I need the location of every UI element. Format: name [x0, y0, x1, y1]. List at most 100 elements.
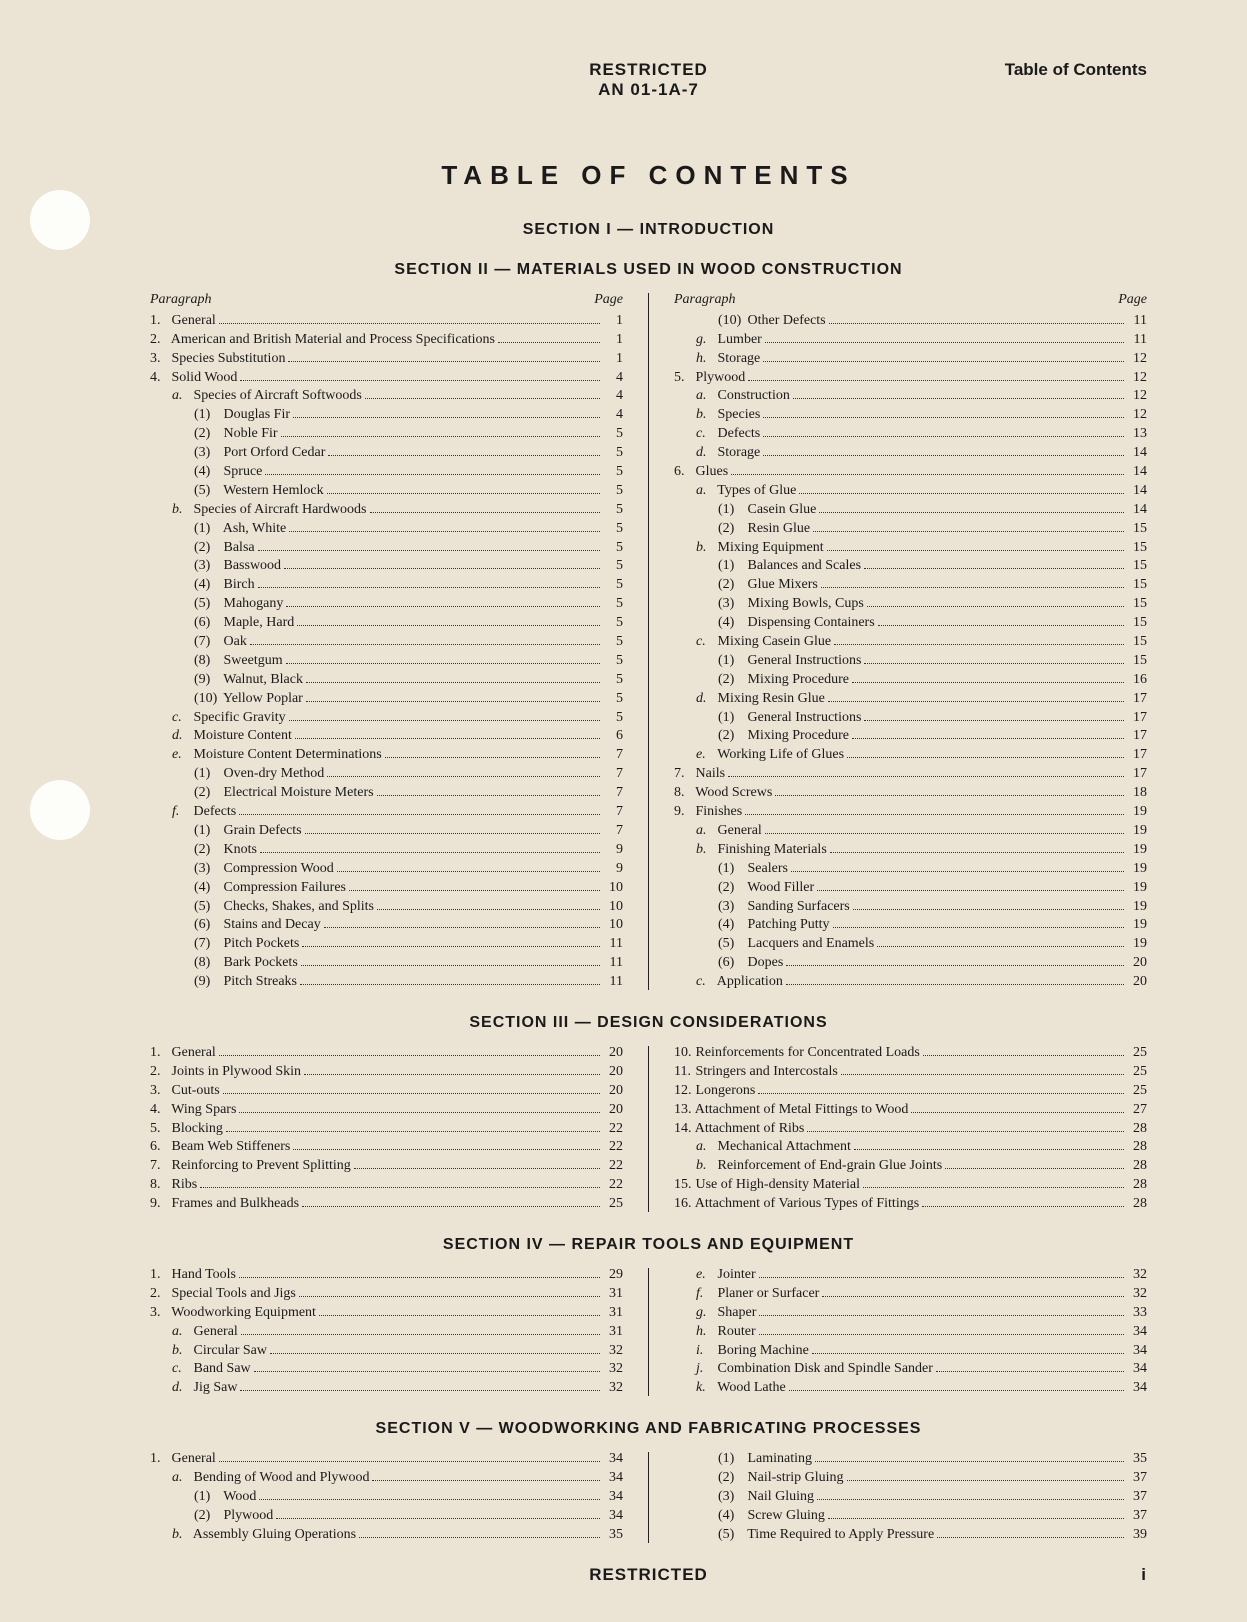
left-column: 1. General34a. Bending of Wood and Plywo… — [150, 1450, 623, 1544]
leader-dots — [945, 1168, 1124, 1169]
entry-page: 4 — [603, 369, 623, 388]
entry-page: 25 — [1127, 1082, 1147, 1101]
entry-label: (1) Ash, White — [194, 520, 286, 539]
entry-page: 15 — [1127, 557, 1147, 576]
entry-page: 34 — [603, 1450, 623, 1469]
leader-dots — [828, 701, 1124, 702]
entry-label: 1. Hand Tools — [150, 1266, 236, 1285]
leader-dots — [847, 1480, 1124, 1481]
leader-dots — [305, 833, 600, 834]
entry-page: 34 — [1127, 1360, 1147, 1379]
entry-label: (7) Pitch Pockets — [194, 935, 299, 954]
entry-label: (5) Western Hemlock — [194, 482, 324, 501]
entry-page: 5 — [603, 671, 623, 690]
entry-page: 13 — [1127, 425, 1147, 444]
toc-entry: h. Router34 — [674, 1323, 1147, 1342]
section-columns: 1. Hand Tools292. Special Tools and Jigs… — [150, 1266, 1147, 1398]
leader-dots — [817, 890, 1124, 891]
toc-entry: (6) Maple, Hard5 — [150, 614, 623, 633]
entry-label: (2) Plywood — [194, 1507, 273, 1526]
entry-page: 32 — [1127, 1266, 1147, 1285]
toc-entry: 2. Joints in Plywood Skin20 — [150, 1063, 623, 1082]
entry-page: 15 — [1127, 614, 1147, 633]
leader-dots — [864, 568, 1124, 569]
toc-entry: (3) Port Orford Cedar5 — [150, 444, 623, 463]
leader-dots — [306, 682, 600, 683]
leader-dots — [911, 1112, 1124, 1113]
entry-label: (5) Mahogany — [194, 595, 283, 614]
entry-label: (9) Pitch Streaks — [194, 973, 297, 992]
toc-entry: 11. Stringers and Intercostals25 — [674, 1063, 1147, 1082]
leader-dots — [864, 663, 1124, 664]
leader-dots — [821, 587, 1124, 588]
toc-entry: b. Assembly Gluing Operations35 — [150, 1526, 623, 1545]
entry-label: b. Circular Saw — [172, 1342, 267, 1361]
entry-page: 1 — [603, 331, 623, 350]
leader-dots — [791, 871, 1124, 872]
toc-entry: 10. Reinforcements for Concentrated Load… — [674, 1044, 1147, 1063]
toc-entry: 7. Nails17 — [674, 765, 1147, 784]
toc-entry: (10) Other Defects11 — [674, 312, 1147, 331]
entry-label: (1) Laminating — [718, 1450, 812, 1469]
entry-page: 22 — [603, 1138, 623, 1157]
toc-entry: a. General19 — [674, 822, 1147, 841]
entry-page: 12 — [1127, 369, 1147, 388]
toc-entry: d. Storage14 — [674, 444, 1147, 463]
leader-dots — [219, 1461, 600, 1462]
entry-page: 32 — [603, 1360, 623, 1379]
entry-label: 1. General — [150, 1044, 216, 1063]
entry-label: h. Router — [696, 1323, 756, 1342]
leader-dots — [923, 1055, 1124, 1056]
entry-label: 14. Attachment of Ribs — [674, 1120, 804, 1139]
leader-dots — [765, 342, 1124, 343]
entry-page: 28 — [1127, 1120, 1147, 1139]
toc-entry: (1) General Instructions15 — [674, 652, 1147, 671]
entry-label: a. Construction — [696, 387, 790, 406]
entry-page: 35 — [1127, 1450, 1147, 1469]
punch-hole — [30, 780, 90, 840]
section-columns: ParagraphPage1. General12. American and … — [150, 291, 1147, 992]
entry-label: (10) Yellow Poplar — [194, 690, 303, 709]
leader-dots — [827, 550, 1124, 551]
entry-label: 3. Woodworking Equipment — [150, 1304, 316, 1323]
leader-dots — [304, 1074, 600, 1075]
entry-page: 15 — [1127, 539, 1147, 558]
entry-label: 6. Glues — [674, 463, 728, 482]
entry-label: 2. American and British Material and Pro… — [150, 331, 495, 350]
leader-dots — [219, 1055, 600, 1056]
entry-label: a. Bending of Wood and Plywood — [172, 1469, 369, 1488]
entry-label: (2) Resin Glue — [718, 520, 810, 539]
entry-label: (2) Mixing Procedure — [718, 727, 849, 746]
section-title: SECTION III — DESIGN CONSIDERATIONS — [150, 1014, 1147, 1032]
leader-dots — [302, 946, 600, 947]
toc-entry: c. Band Saw32 — [150, 1360, 623, 1379]
page-header: RESTRICTED AN 01-1A-7 Table of Contents — [150, 60, 1147, 100]
entry-page: 12 — [1127, 350, 1147, 369]
leader-dots — [498, 342, 600, 343]
entry-label: (3) Nail Gluing — [718, 1488, 814, 1507]
toc-entry: (2) Resin Glue15 — [674, 520, 1147, 539]
entry-page: 17 — [1127, 765, 1147, 784]
entry-label: (1) Grain Defects — [194, 822, 302, 841]
toc-entry: (4) Dispensing Containers15 — [674, 614, 1147, 633]
toc-entry: a. Bending of Wood and Plywood34 — [150, 1469, 623, 1488]
restricted-footer: RESTRICTED — [589, 1565, 708, 1584]
toc-entry: 16. Attachment of Various Types of Fitti… — [674, 1195, 1147, 1214]
entry-label: b. Reinforcement of End-grain Glue Joint… — [696, 1157, 942, 1176]
entry-page: 14 — [1127, 444, 1147, 463]
right-column: ParagraphPage(10) Other Defects11g. Lumb… — [674, 291, 1147, 992]
entry-page: 10 — [603, 916, 623, 935]
toc-entry: 6. Glues14 — [674, 463, 1147, 482]
toc-entry: (8) Bark Pockets11 — [150, 954, 623, 973]
entry-label: 9. Frames and Bulkheads — [150, 1195, 299, 1214]
leader-dots — [759, 1277, 1124, 1278]
section-columns: 1. General34a. Bending of Wood and Plywo… — [150, 1450, 1147, 1544]
toc-entry: 13. Attachment of Metal Fittings to Wood… — [674, 1101, 1147, 1120]
entry-page: 27 — [1127, 1101, 1147, 1120]
leader-dots — [834, 644, 1124, 645]
toc-entry: c. Specific Gravity5 — [150, 709, 623, 728]
toc-entry: 2. American and British Material and Pro… — [150, 331, 623, 350]
page-number: i — [1141, 1565, 1147, 1585]
entry-label: (1) Douglas Fir — [194, 406, 290, 425]
entry-page: 9 — [603, 841, 623, 860]
